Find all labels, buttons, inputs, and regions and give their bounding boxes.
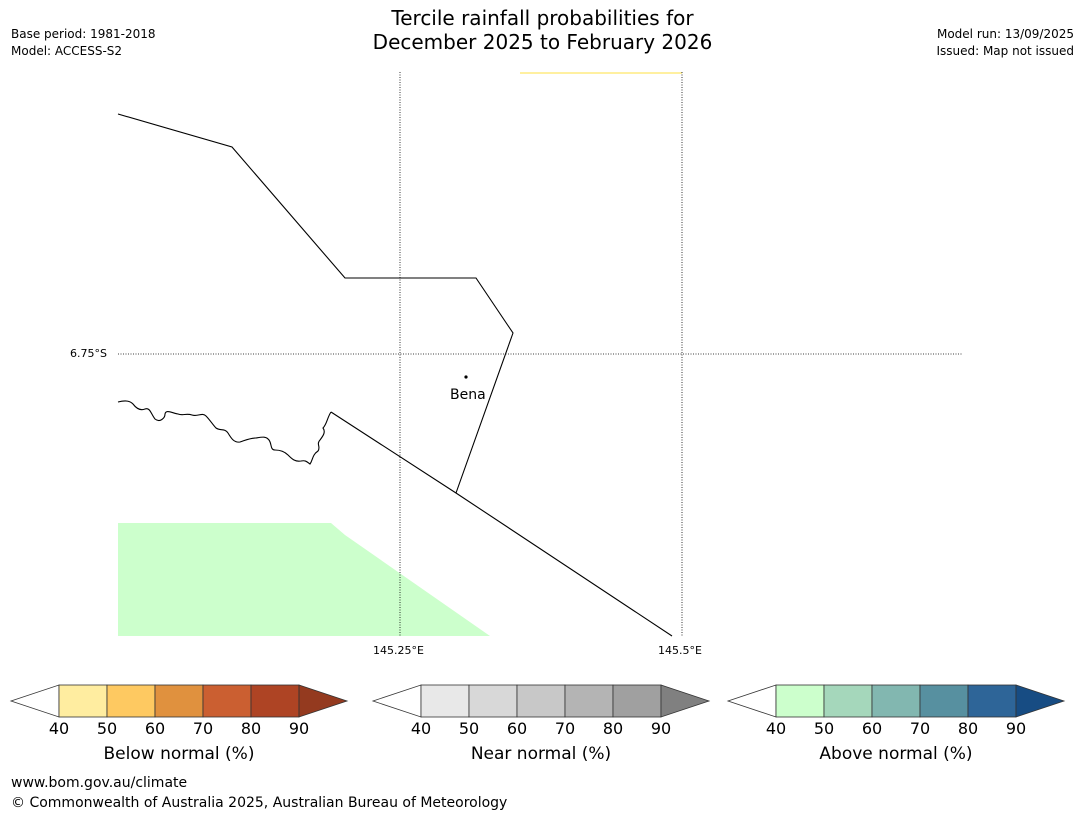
map-title: Tercile rainfall probabilities for Decem… [0,6,1085,54]
river-boundary [117,400,332,465]
colorbar-tick-label: 90 [1005,719,1027,738]
colorbar-tick-label: 80 [240,719,262,738]
colorbar-tick-label: 70 [192,719,214,738]
colorbar-tick-label: 60 [144,719,166,738]
colorbar-tick-label: 60 [861,719,883,738]
colorbar-segment [871,684,921,718]
above-normal-shaded-area [118,523,490,636]
colorbar-tick-label: 70 [909,719,931,738]
colorbar-segment [967,684,1017,718]
colorbar-segment [420,684,470,718]
title-line-2: December 2025 to February 2026 [372,30,713,54]
colorbar-tick-label: 40 [410,719,432,738]
colorbar-segment [564,684,614,718]
boundaries [117,113,673,637]
colorbar-tick-label: 90 [288,719,310,738]
base-period-text: Base period: 1981-2018 [11,27,156,41]
colorbar-segment [468,684,518,718]
colorbar-tick-label: 70 [554,719,576,738]
shaded-regions [118,72,682,636]
issued-text: Issued: Map not issued [936,44,1074,58]
latitude-label: 6.75°S [70,347,107,360]
colorbar-segment [612,684,662,718]
above-normal-colorbar-title: Above normal (%) [819,744,973,764]
below-normal-colorbar-title: Below normal (%) [103,744,255,764]
footer-copyright: © Commonwealth of Australia 2025, Austra… [11,795,508,811]
metadata-left: Base period: 1981-2018 Model: ACCESS-S2 [11,26,156,60]
colorbar-segment [106,684,156,718]
colorbar-segment [516,684,566,718]
longitude-label: 145.5°E [658,644,702,657]
colorbar-segment [823,684,873,718]
colorbar-tick-label: 90 [650,719,672,738]
near-normal-colorbar-title: Near normal (%) [470,744,612,764]
colorbar-tick-label: 50 [458,719,480,738]
colorbar-tick-label: 50 [813,719,835,738]
colorbar-segment [919,684,969,718]
colorbar-segment [154,684,204,718]
colorbar-tick-label: 40 [765,719,787,738]
colorbar-tick-label: 80 [602,719,624,738]
colorbar-upper-extension [298,684,349,718]
colorbar-upper-extension [1015,684,1066,718]
colorbar-tick-label: 40 [48,719,70,738]
graticule [118,72,963,636]
colorbar-segment [775,684,825,718]
colorbar-tick-label: 60 [506,719,528,738]
colorbar-tick-label: 50 [96,719,118,738]
longitude-label: 145.25°E [373,644,424,657]
footer-url: www.bom.gov.au/climate [11,775,188,791]
below-normal-shaded-strip [520,72,682,74]
colorbar-segment [202,684,252,718]
colorbar-segment [250,684,300,718]
model-text: Model: ACCESS-S2 [11,44,123,58]
colorbar-upper-extension [660,684,711,718]
metadata-right: Model run: 13/09/2025 Issued: Map not is… [936,26,1074,60]
province-boundary [117,113,514,494]
province-boundary [330,411,673,637]
model-run-text: Model run: 13/09/2025 [936,27,1074,41]
title-line-1: Tercile rainfall probabilities for [391,6,694,30]
place-label-bena: Bena [450,387,486,403]
colorbar-tick-label: 80 [957,719,979,738]
colorbar-lower-extension [726,684,777,718]
bena-location-marker [464,375,468,379]
